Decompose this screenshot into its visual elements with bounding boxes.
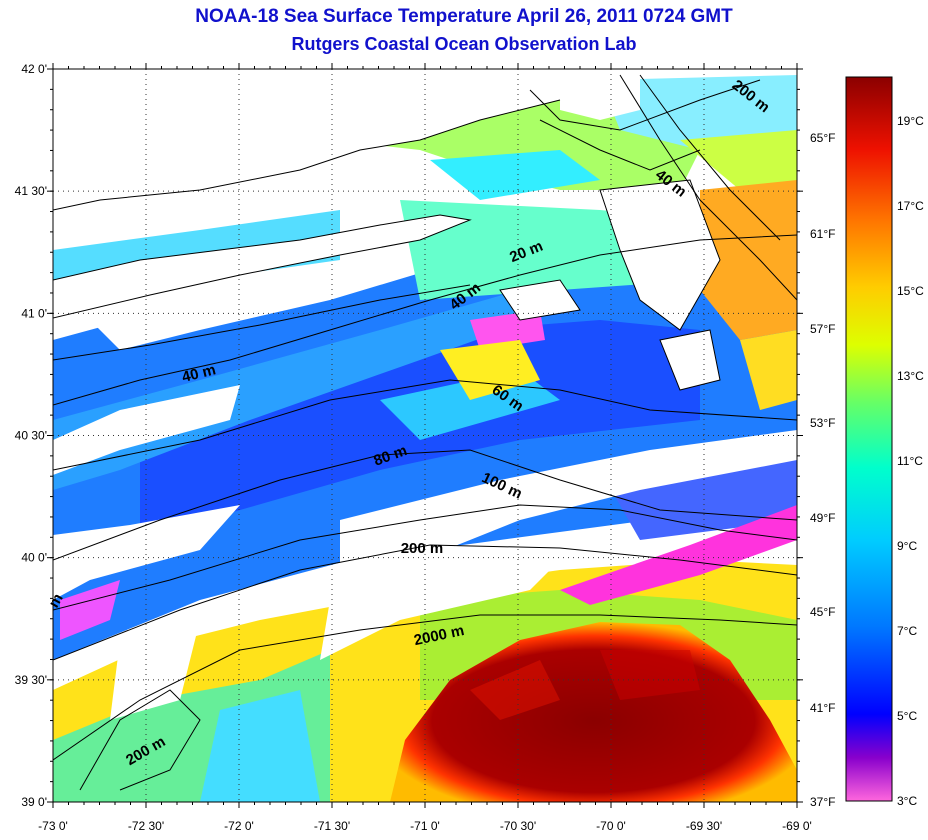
celsius-label: 15°C (897, 284, 924, 298)
fahrenheit-label: 45°F (810, 605, 835, 619)
lat-label: 39 0' (21, 795, 47, 809)
fahrenheit-labels: 65°F 61°F 57°F 53°F 49°F 45°F 41°F 37°F (810, 131, 835, 809)
lon-label: -69 0' (782, 819, 812, 833)
lat-label: 40 0' (21, 551, 47, 565)
lon-label: -71 30' (314, 819, 350, 833)
latitude-labels: 42 0' 41 30' 41 0' 40 30' 40 0' 39 30' 39 0' (15, 62, 47, 809)
coastlines (53, 99, 721, 391)
lon-label: -71 0' (410, 819, 440, 833)
map-title: NOAA-18 Sea Surface Temperature April 26… (195, 6, 733, 27)
celsius-label: 17°C (897, 199, 924, 213)
longitude-labels: -73 0' -72 30' -72 0' -71 30' -71 0' -70 30' -… (38, 819, 812, 833)
lat-label: 41 30' (15, 184, 47, 198)
fahrenheit-label: 53°F (810, 416, 835, 430)
colorbar (845, 76, 893, 802)
lat-label: 39 30' (15, 673, 47, 687)
fahrenheit-label: 41°F (810, 701, 835, 715)
fahrenheit-label: 61°F (810, 227, 835, 241)
celsius-label: 5°C (897, 709, 917, 723)
lon-label: -72 0' (224, 819, 254, 833)
lat-label: 40 30' (15, 429, 47, 443)
celsius-label: 3°C (897, 794, 917, 808)
fahrenheit-label: 49°F (810, 511, 835, 525)
lon-label: -73 0' (38, 819, 68, 833)
depth-label: 200 m (401, 540, 444, 557)
celsius-label: 19°C (897, 114, 924, 128)
fahrenheit-label: 57°F (810, 322, 835, 336)
depth-contours (53, 74, 797, 791)
celsius-label: 7°C (897, 624, 917, 638)
celsius-label: 13°C (897, 369, 924, 383)
lon-label: -70 30' (500, 819, 536, 833)
fahrenheit-label: 37°F (810, 795, 835, 809)
map-subtitle: Rutgers Coastal Ocean Observation Lab (291, 34, 637, 54)
graticule (53, 69, 797, 802)
lon-label: -70 0' (596, 819, 626, 833)
lon-label: -69 30' (686, 819, 722, 833)
celsius-label: 9°C (897, 539, 917, 553)
celsius-labels: 19°C 17°C 15°C 13°C 11°C 9°C 7°C 5°C 3°C (897, 114, 924, 808)
celsius-label: 11°C (897, 454, 923, 468)
fahrenheit-label: 65°F (810, 131, 835, 145)
lat-label: 42 0' (21, 62, 47, 76)
lat-label: 41 0' (21, 306, 47, 320)
lon-label: -72 30' (128, 819, 164, 833)
